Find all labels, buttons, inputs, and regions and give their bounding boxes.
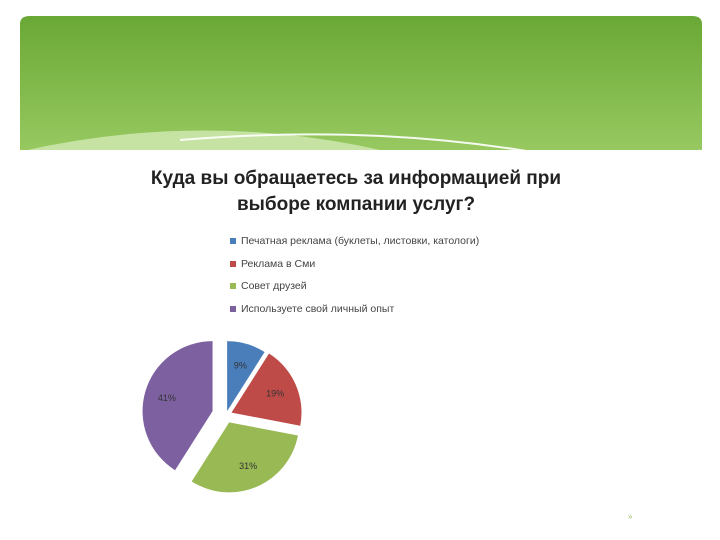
legend-swatch (230, 238, 236, 245)
slide-page-mark: » (628, 512, 633, 521)
chart-legend: Печатная реклама (буклеты, листовки, кат… (230, 230, 630, 320)
legend-label: Реклама в Сми (241, 257, 316, 270)
pie-data-label: 41% (158, 393, 176, 403)
legend-item-personal-experience: Используете свой личный опыт (230, 298, 630, 321)
pie-data-label: 19% (266, 389, 284, 399)
legend-item-media-ads: Реклама в Сми (230, 253, 630, 276)
legend-swatch (230, 260, 236, 267)
legend-label: Используете свой личный опыт (241, 302, 395, 315)
legend-item-print-ads: Печатная реклама (буклеты, листовки, кат… (230, 230, 630, 253)
chart-title: Куда вы обращаетесь за информацией при в… (126, 166, 586, 218)
legend-item-friends-advice: Совет друзей (230, 275, 630, 298)
pie-slice (191, 422, 298, 493)
pie-slice (227, 341, 265, 412)
legend-swatch (230, 305, 236, 312)
pie-data-label: 9% (234, 360, 247, 370)
legend-swatch (230, 283, 236, 290)
chart-title-line-2: выборе компании услуг? (236, 194, 476, 215)
pie-data-label: 31% (239, 461, 257, 471)
pie-chart: 9% 19% 31% 41% (142, 341, 302, 493)
pie-slice (142, 341, 213, 471)
chart-title-line-1: Куда вы обращаетесь за информацией при (150, 168, 562, 189)
pie-slice (231, 353, 302, 426)
legend-label: Совет друзей (241, 280, 307, 293)
legend-label: Печатная реклама (буклеты, листовки, кат… (241, 235, 480, 248)
